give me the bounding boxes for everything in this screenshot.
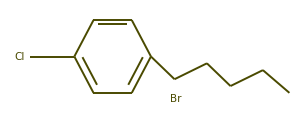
Text: Cl: Cl [14,52,24,62]
Text: Br: Br [170,93,182,103]
